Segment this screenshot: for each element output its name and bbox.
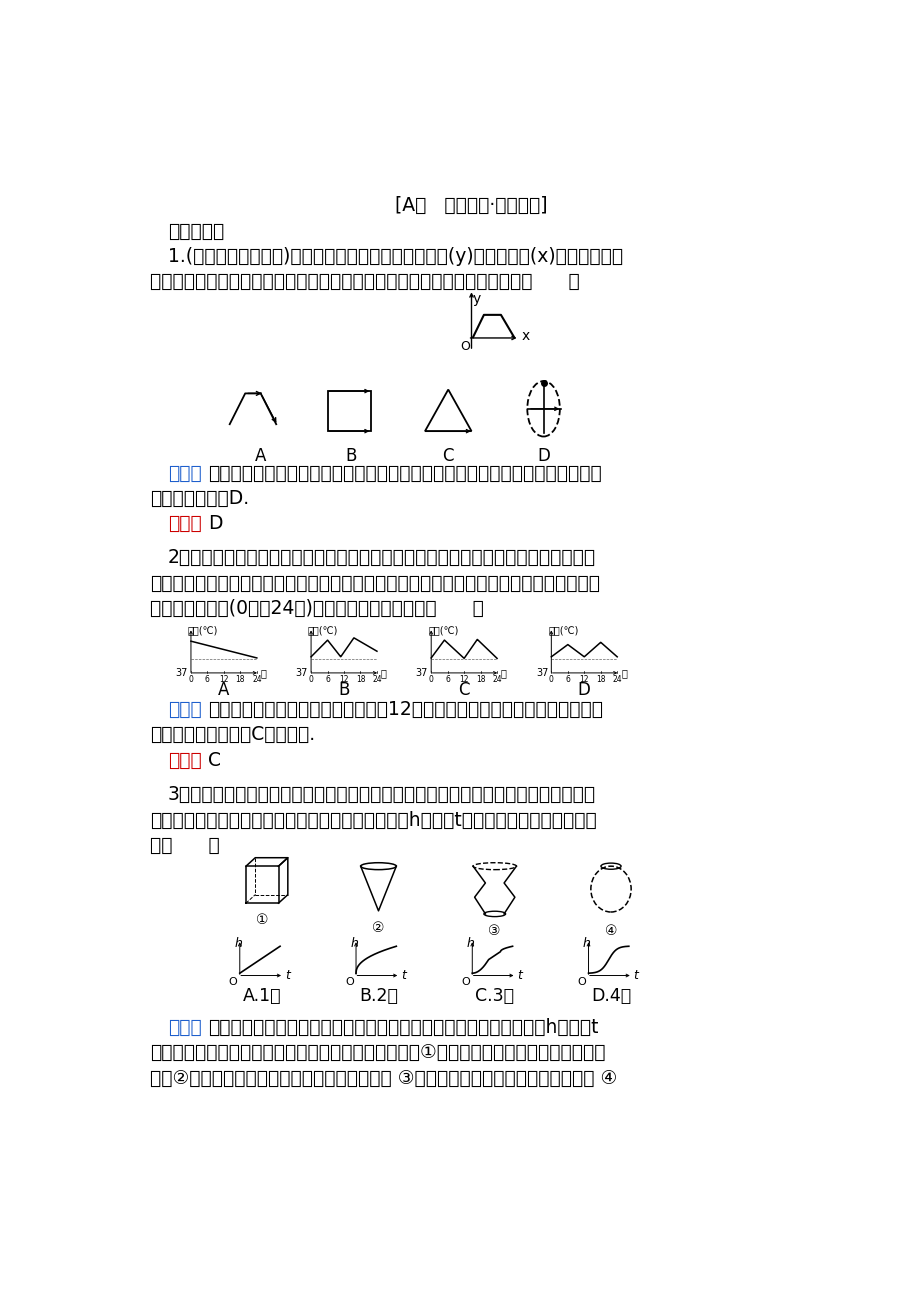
Text: B.2个: B.2个 [358, 987, 398, 1005]
Text: B: B [337, 681, 349, 699]
Text: 解析：: 解析： [167, 1018, 201, 1036]
Text: 18: 18 [475, 676, 485, 685]
Text: 解析：: 解析： [167, 465, 201, 483]
Text: 体温(℃): 体温(℃) [187, 625, 218, 635]
Text: ①: ① [255, 913, 268, 927]
Text: 映出小明这一天(0时～24时)体温的变化情况的图是（      ）: 映出小明这一天(0时～24时)体温的变化情况的图是（ ） [150, 599, 483, 618]
Text: 0: 0 [428, 676, 433, 685]
Text: 体温(℃): 体温(℃) [548, 625, 578, 635]
Text: 家，符合的只有D.: 家，符合的只有D. [150, 488, 249, 508]
Text: 本正常，但是下午他的体温又开始上升，直到半夜才感觉身上不那么发烫了．下面大致能反: 本正常，但是下午他的体温又开始上升，直到半夜才感觉身上不那么发烫了．下面大致能反 [150, 574, 599, 592]
Text: 12: 12 [219, 676, 229, 685]
Text: 0: 0 [188, 676, 193, 685]
Text: 确，②中的变化率应该是越来越慢的，图象正确 ③中的变化规律是先慢后快，图象正确 ④: 确，②中的变化率应该是越来越慢的，图象正确 ③中的变化规律是先慢后快，图象正确 … [150, 1069, 617, 1087]
Text: A: A [218, 681, 229, 699]
Text: 解析：: 解析： [167, 700, 201, 719]
Text: 12: 12 [459, 676, 469, 685]
Text: 6: 6 [565, 676, 570, 685]
Text: 体温(℃): 体温(℃) [427, 625, 458, 635]
Text: 18: 18 [596, 676, 605, 685]
Text: 37: 37 [415, 668, 427, 678]
Text: 0: 0 [308, 676, 313, 685]
Text: 6: 6 [324, 676, 330, 685]
Text: 37: 37 [295, 668, 308, 678]
Text: 37: 37 [535, 668, 548, 678]
Text: 24: 24 [612, 676, 621, 685]
Text: h: h [466, 937, 474, 950]
Text: 12: 12 [579, 676, 588, 685]
Text: 时: 时 [380, 668, 386, 678]
Text: ④: ④ [604, 924, 617, 937]
Text: D: D [208, 513, 222, 533]
Text: y: y [472, 292, 481, 306]
Text: [A组   基础演练·能力提升]: [A组 基础演练·能力提升] [395, 197, 547, 215]
Text: 根据图象可得，张大爷先是离家越来越远，后离家距离保持不变，最后慢慢回到: 根据图象可得，张大爷先是离家越来越远，后离家距离保持不变，最后慢慢回到 [208, 465, 601, 483]
Text: O: O [229, 976, 237, 987]
Text: A.1个: A.1个 [243, 987, 281, 1005]
Text: A: A [255, 447, 267, 465]
Text: 由题意，清晨体温在上升，吃药后到12点下降至体温基本正常，下午又上升，: 由题意，清晨体温在上升，吃药后到12点下降至体温基本正常，下午又上升， [208, 700, 602, 719]
Text: 0: 0 [549, 676, 553, 685]
Text: x: x [520, 328, 528, 342]
Text: 6: 6 [205, 676, 210, 685]
Text: ③: ③ [488, 924, 501, 937]
Text: 1.(浏阳一中高三检测)如图是张大爷晨练时离家的距离(y)与行走时间(x)之间的函数关: 1.(浏阳一中高三检测)如图是张大爷晨练时离家的距离(y)与行走时间(x)之间的… [167, 247, 622, 266]
Text: D: D [577, 681, 590, 699]
Text: D: D [537, 447, 550, 465]
Text: h: h [234, 937, 242, 950]
Text: 之间的关系可以从高度随时间的变化率上反映出来，图①应该是匀速的，故对应的图象不正: 之间的关系可以从高度随时间的变化率上反映出来，图①应该是匀速的，故对应的图象不正 [150, 1043, 605, 1062]
Text: 12: 12 [339, 676, 348, 685]
Text: 体温(℃): 体温(℃) [308, 625, 338, 635]
Text: 时: 时 [501, 668, 506, 678]
Text: t: t [516, 969, 522, 982]
Text: 18: 18 [235, 676, 244, 685]
Text: 24: 24 [252, 676, 261, 685]
Text: 系的图象．若用黑点表示张大爷家的位置，则张大爷散步行走的路线可能是（      ）: 系的图象．若用黑点表示张大爷家的位置，则张大爷散步行走的路线可能是（ ） [150, 272, 579, 290]
Text: 6: 6 [445, 676, 449, 685]
Text: 3．下面的四个容器高度都相同，将水从容器顶部一个孔中以相同的速度注入其中，注: 3．下面的四个容器高度都相同，将水从容器顶部一个孔中以相同的速度注入其中，注 [167, 785, 596, 805]
Text: ②: ② [372, 921, 384, 935]
Text: C: C [208, 751, 221, 769]
Text: 答案：: 答案： [167, 513, 201, 533]
Bar [328, 391, 370, 431]
Text: t: t [401, 969, 405, 982]
Text: 37: 37 [176, 668, 187, 678]
Text: O: O [577, 976, 585, 987]
Text: 有（      ）: 有（ ） [150, 836, 220, 855]
Text: C.3个: C.3个 [475, 987, 514, 1005]
Text: h: h [350, 937, 358, 950]
Text: C: C [442, 447, 453, 465]
Text: 一、选择题: 一、选择题 [167, 221, 223, 241]
Text: 24: 24 [492, 676, 502, 685]
Text: D.4个: D.4个 [590, 987, 630, 1005]
Text: O: O [345, 976, 353, 987]
Text: O: O [460, 340, 470, 353]
Text: h: h [583, 937, 590, 950]
Text: 18: 18 [356, 676, 365, 685]
Text: 时: 时 [260, 668, 267, 678]
Text: O: O [460, 976, 470, 987]
Text: B: B [346, 447, 357, 465]
Text: 满为止．用下面对应的图象表示该容器中水面的高度h和时间t之间的关系，其中不正确的: 满为止．用下面对应的图象表示该容器中水面的高度h和时间t之间的关系，其中不正确的 [150, 811, 596, 829]
Text: 时: 时 [620, 668, 626, 678]
Text: 然后再又下降，只有C选项符合.: 然后再又下降，只有C选项符合. [150, 725, 314, 745]
Text: C: C [458, 681, 469, 699]
Text: 将水从容器顶部一个孔中以相同的速度注入其中，容器中水面的高度h和时间t: 将水从容器顶部一个孔中以相同的速度注入其中，容器中水面的高度h和时间t [208, 1018, 598, 1036]
Text: 2．某天清晨，小明同学生病了，体温上升，吃过药后感觉好多了，中午时他的体温基: 2．某天清晨，小明同学生病了，体温上升，吃过药后感觉好多了，中午时他的体温基 [167, 548, 596, 568]
Text: 24: 24 [371, 676, 381, 685]
Text: t: t [633, 969, 638, 982]
Text: 答案：: 答案： [167, 751, 201, 769]
Text: t: t [284, 969, 289, 982]
